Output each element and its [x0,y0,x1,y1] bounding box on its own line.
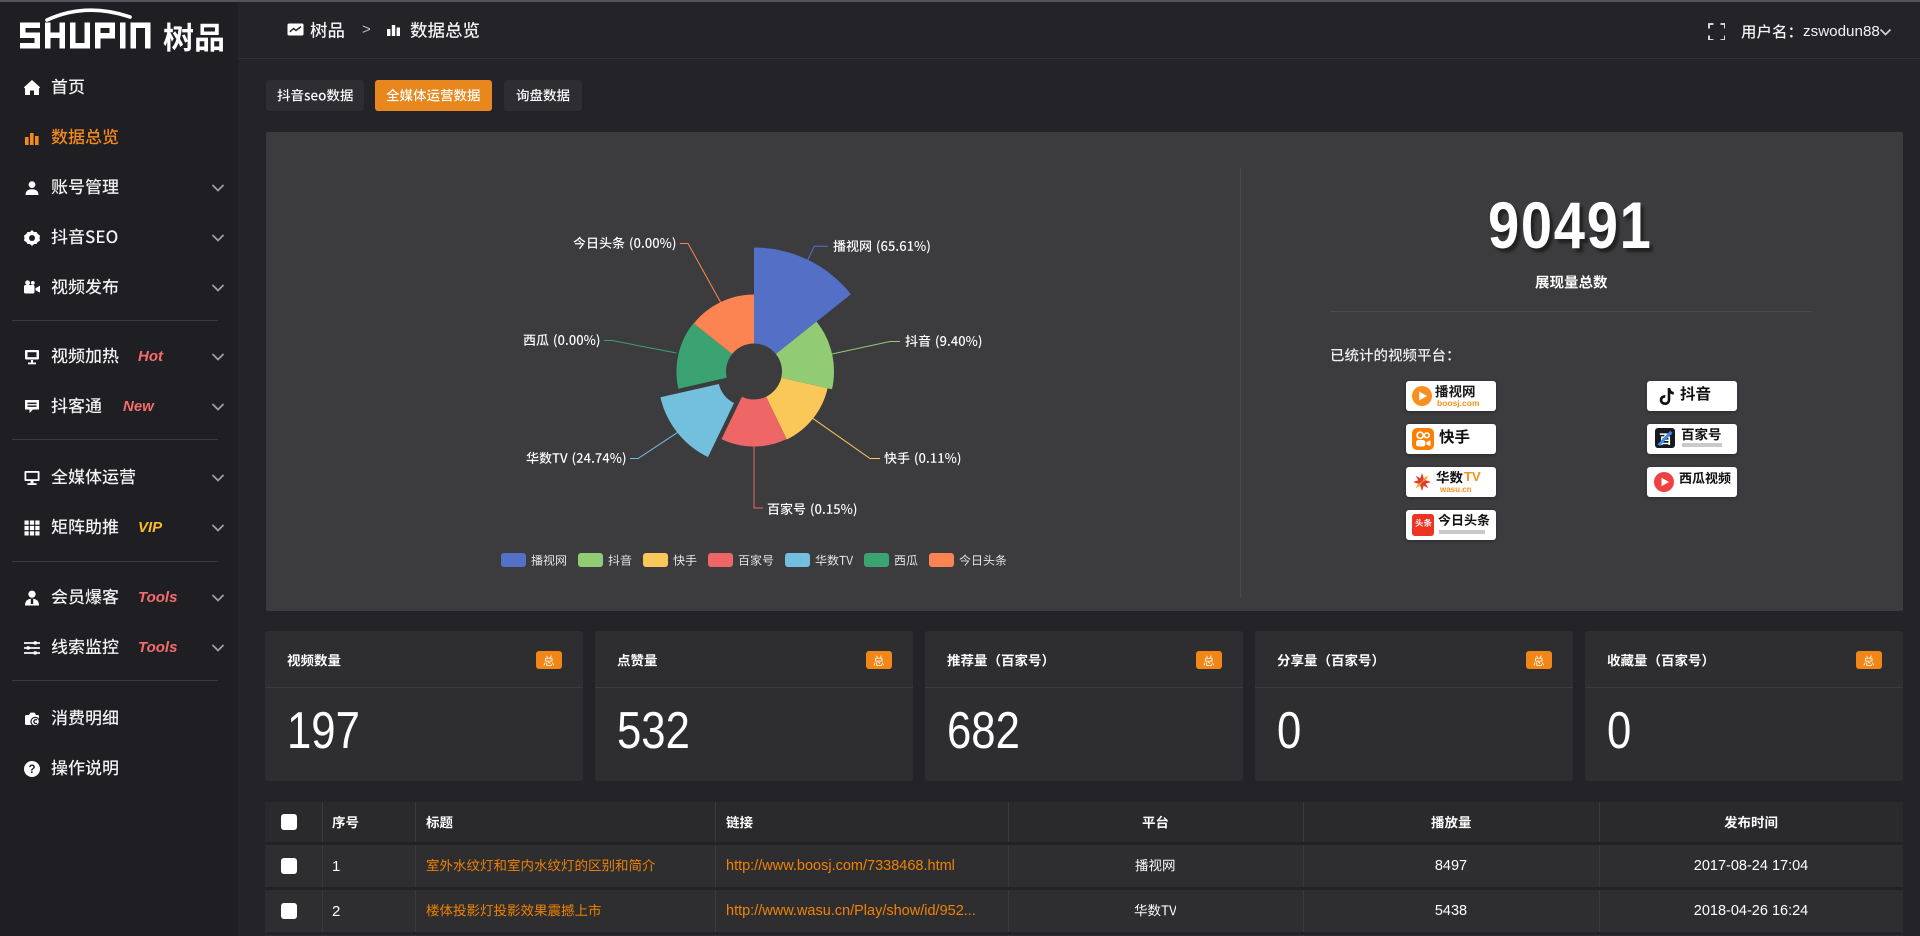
svg-text:?: ? [28,764,35,776]
